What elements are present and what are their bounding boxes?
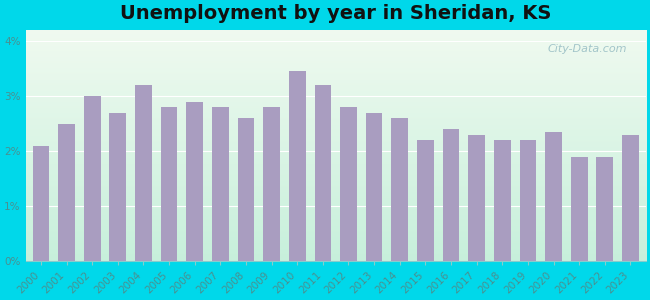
Bar xyxy=(135,85,151,261)
Bar xyxy=(263,107,280,261)
Bar xyxy=(187,102,203,261)
Bar xyxy=(212,107,229,261)
Bar xyxy=(161,107,177,261)
Bar xyxy=(571,157,588,261)
Bar xyxy=(366,113,382,261)
Bar xyxy=(289,71,306,261)
Bar xyxy=(519,140,536,261)
Bar xyxy=(545,132,562,261)
Bar xyxy=(238,118,254,261)
Bar xyxy=(58,124,75,261)
Bar xyxy=(469,135,485,261)
Bar xyxy=(391,118,408,261)
Bar xyxy=(315,85,332,261)
Bar xyxy=(109,113,126,261)
Bar xyxy=(340,107,357,261)
Text: City-Data.com: City-Data.com xyxy=(548,44,627,54)
Bar xyxy=(84,96,101,261)
Bar xyxy=(494,140,511,261)
Bar xyxy=(443,129,460,261)
Bar xyxy=(32,146,49,261)
Bar xyxy=(622,135,639,261)
Bar xyxy=(417,140,434,261)
Bar xyxy=(597,157,613,261)
Title: Unemployment by year in Sheridan, KS: Unemployment by year in Sheridan, KS xyxy=(120,4,551,23)
